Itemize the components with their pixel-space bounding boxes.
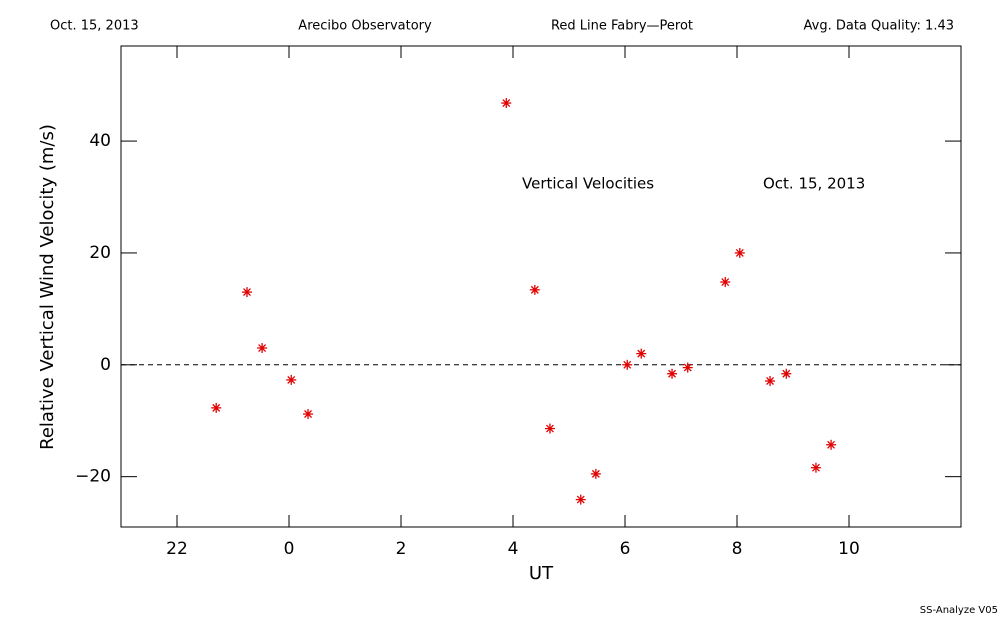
point <box>211 402 222 413</box>
header-instrument: Red Line Fabry—Perot <box>551 19 693 34</box>
point-stroke <box>637 349 646 358</box>
point <box>682 362 693 373</box>
header-date: Oct. 15, 2013 <box>50 19 139 34</box>
point-stroke <box>782 369 791 378</box>
point-stroke <box>735 248 744 257</box>
point-stroke <box>502 99 511 108</box>
point-stroke <box>212 403 221 412</box>
x-tick-label: 22 <box>166 539 188 559</box>
x-axis-label: UT <box>529 563 554 584</box>
point <box>590 468 601 479</box>
y-tick-label: −20 <box>75 467 111 487</box>
point-stroke <box>576 495 585 504</box>
header-site: Arecibo Observatory <box>298 19 432 34</box>
point-stroke <box>287 375 296 384</box>
y-tick-label: 0 <box>100 355 111 375</box>
point <box>734 247 745 258</box>
point <box>720 277 731 288</box>
point <box>765 376 776 387</box>
x-tick-label: 6 <box>620 539 631 559</box>
point <box>501 98 512 109</box>
point <box>810 462 821 473</box>
point <box>826 439 837 450</box>
annotation-date: Oct. 15, 2013 <box>763 175 865 193</box>
plot-frame <box>120 45 962 528</box>
point <box>636 348 647 359</box>
point-stroke <box>591 469 600 478</box>
point-stroke <box>530 285 539 294</box>
point-stroke <box>827 440 836 449</box>
point-stroke <box>766 377 774 385</box>
point <box>781 368 792 379</box>
x-tick-label: 4 <box>508 539 519 559</box>
y-tick-label: 20 <box>89 243 111 263</box>
annotation-title: Vertical Velocities <box>522 175 654 193</box>
footer: SS-Analyze V05 <box>920 605 998 616</box>
point-stroke <box>668 369 676 378</box>
point <box>575 494 586 505</box>
point <box>529 284 540 295</box>
x-tick-label: 0 <box>284 539 295 559</box>
point <box>286 374 297 385</box>
point <box>544 423 555 434</box>
x-tick-label: 2 <box>396 539 407 559</box>
point <box>667 368 678 379</box>
point-stroke <box>243 288 251 297</box>
point-stroke <box>683 363 692 372</box>
y-tick-label: 40 <box>89 131 111 151</box>
point <box>242 287 252 298</box>
point-stroke <box>812 463 820 472</box>
point <box>622 359 633 370</box>
x-tick-label: 8 <box>732 539 743 559</box>
point <box>303 409 314 420</box>
y-axis-label: Relative Vertical Wind Velocity (m/s) <box>37 124 58 450</box>
point-stroke <box>623 360 632 369</box>
point <box>257 343 268 354</box>
point-stroke <box>258 344 267 352</box>
point-stroke <box>546 424 554 433</box>
header-quality: Avg. Data Quality: 1.43 <box>804 19 954 34</box>
point-stroke <box>721 278 730 286</box>
x-tick-label: 10 <box>838 539 860 559</box>
point-stroke <box>304 410 312 418</box>
